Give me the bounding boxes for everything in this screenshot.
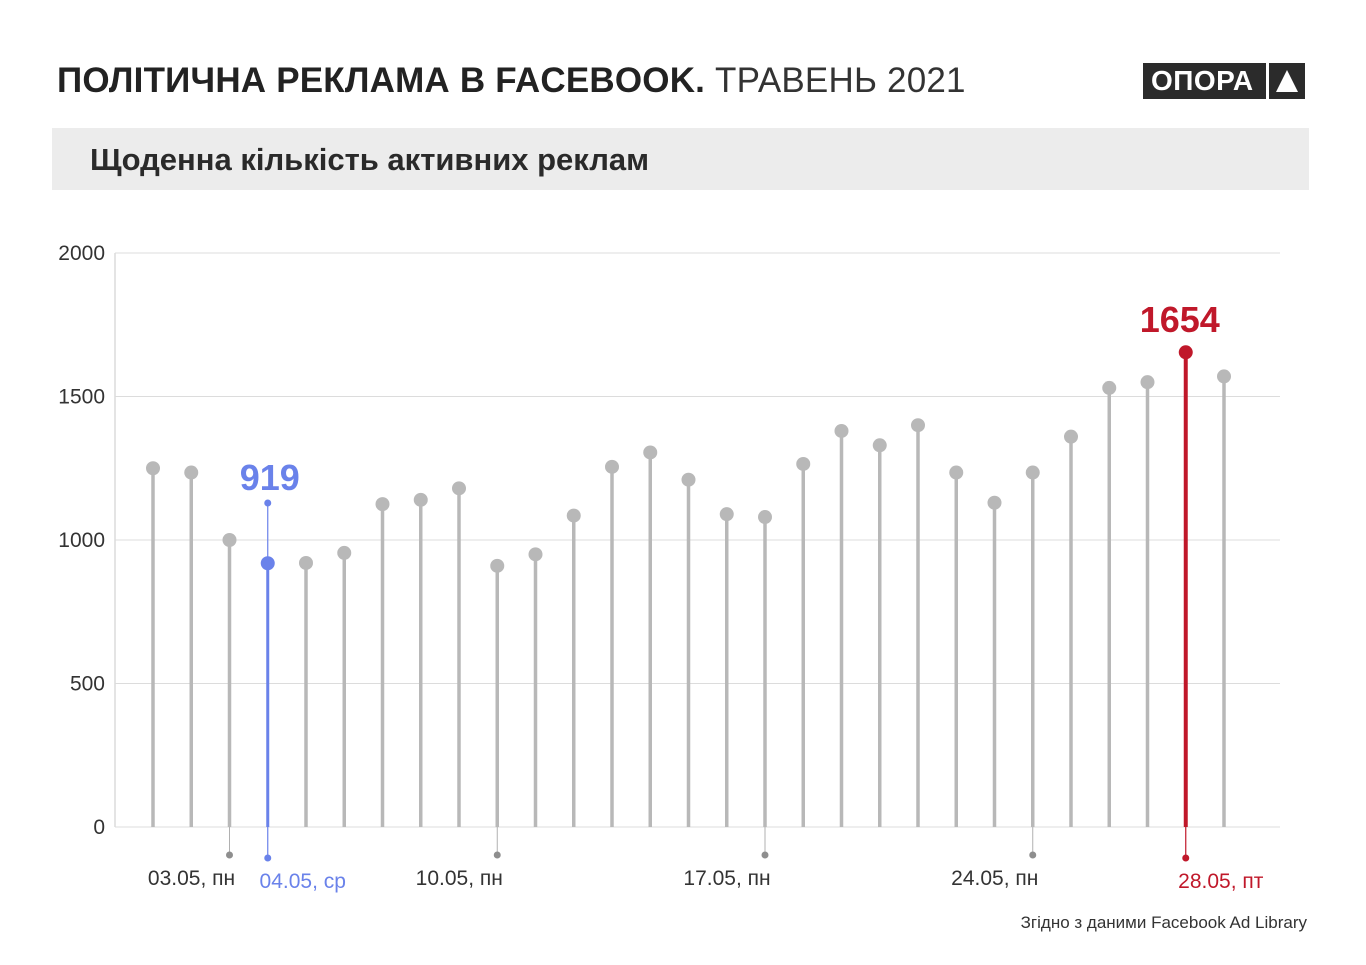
data-point [834, 423, 849, 438]
data-point [872, 438, 887, 453]
data-point [643, 445, 658, 460]
week-tick-dot [226, 851, 233, 859]
data-point [452, 481, 466, 496]
data-point [566, 508, 581, 523]
data-point [375, 497, 390, 512]
highlight-tick-dot [1182, 854, 1190, 862]
data-point [987, 495, 1002, 510]
chart-title: ПОЛІТИЧНА РЕКЛАМА В FACEBOOK. ТРАВЕНЬ 20… [57, 58, 966, 104]
data-point [1140, 375, 1155, 390]
x-tick-label: 10.05, пн [416, 867, 503, 890]
min-value-label: 919 [240, 457, 300, 498]
week-tick-dot [761, 851, 769, 859]
y-tick-label: 500 [70, 673, 105, 696]
data-point [1102, 380, 1117, 395]
week-tick-dot [493, 851, 501, 859]
logo-text: ОПОРА [1143, 63, 1266, 99]
data-point [1178, 345, 1193, 360]
data-point [413, 492, 428, 507]
x-tick-label: 24.05, пн [951, 867, 1038, 890]
highlight-date-label: 04.05, ср [260, 870, 346, 893]
data-point [796, 456, 811, 471]
data-point [949, 465, 964, 480]
data-point [605, 459, 619, 474]
title-month: ТРАВЕНЬ 2021 [715, 61, 966, 100]
data-point [1064, 429, 1078, 444]
week-tick-dot [1029, 851, 1037, 859]
data-point [1217, 369, 1231, 384]
data-point [758, 510, 772, 525]
data-point [222, 533, 237, 547]
y-tick-label: 1500 [58, 386, 105, 409]
highlight-date-label: 28.05, пт [1178, 870, 1264, 893]
data-point [528, 547, 543, 562]
data-point [681, 472, 696, 487]
min-leader-dot [264, 499, 272, 507]
x-tick-label: 17.05, пн [683, 867, 770, 890]
subtitle-bar: Щоденна кількість активних реклам [52, 128, 1309, 190]
opora-logo: ОПОРА [1143, 63, 1305, 99]
y-tick-label: 2000 [58, 242, 105, 265]
highlight-tick-dot [264, 854, 272, 862]
data-point [184, 465, 199, 480]
y-tick-label: 0 [93, 816, 105, 839]
max-value-label: 1654 [1140, 299, 1220, 340]
title-bold: ПОЛІТИЧНА РЕКЛАМА В FACEBOOK. [57, 61, 706, 100]
data-point [719, 507, 734, 522]
data-point [146, 461, 160, 476]
triangle-icon [1268, 63, 1305, 99]
source-note: Згідно з даними Facebook Ad Library [1020, 913, 1307, 932]
chart-subtitle: Щоденна кількість активних реклам [90, 142, 650, 177]
x-tick-label: 03.05, пн [148, 867, 235, 890]
y-tick-label: 1000 [58, 529, 105, 552]
data-point [1025, 465, 1040, 480]
data-point [911, 418, 925, 433]
data-point [337, 545, 352, 560]
data-point [490, 558, 505, 573]
data-point [299, 555, 313, 570]
